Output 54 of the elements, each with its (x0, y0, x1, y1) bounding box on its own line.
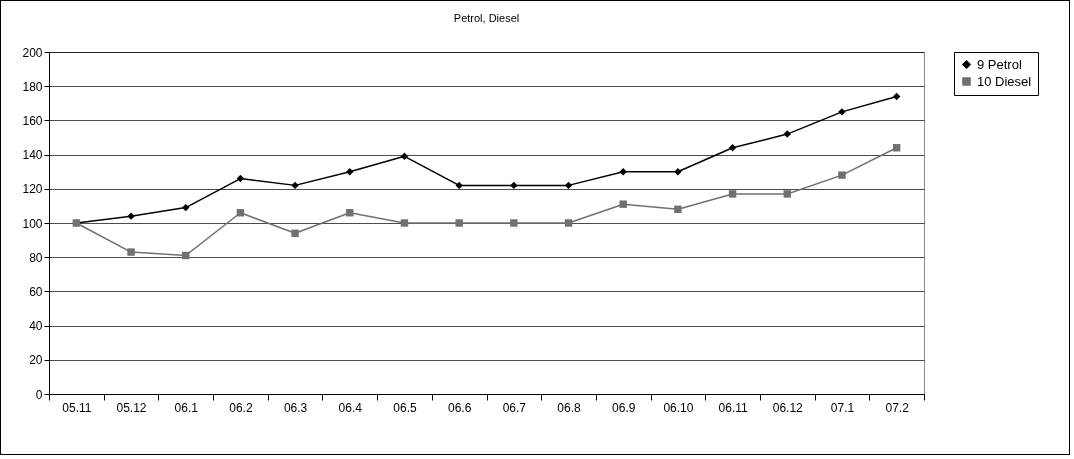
y-tick-label: 0 (35, 387, 43, 402)
y-tick-label: 140 (22, 148, 43, 163)
x-tick-label: 06.11 (718, 400, 748, 415)
x-tick-label: 06.7 (502, 400, 527, 415)
x-tick-label: 06.9 (612, 400, 636, 415)
point (783, 190, 791, 198)
point (619, 200, 627, 208)
y-tick-label: 80 (29, 250, 43, 265)
point (783, 130, 791, 138)
y-tick-label: 120 (22, 182, 43, 197)
y-tick-label: 100 (22, 216, 43, 231)
y-tick-label: 180 (22, 79, 43, 94)
point (674, 205, 682, 214)
point (728, 190, 737, 198)
legend-label: 10 Diesel (977, 73, 1032, 89)
point (619, 167, 627, 176)
x-tick-label: 06.5 (393, 400, 417, 415)
point (236, 174, 245, 183)
y-tick-label: 40 (29, 319, 43, 334)
point (838, 171, 846, 179)
point (564, 181, 573, 190)
x-tick-label: 06.10 (663, 400, 694, 415)
point (674, 167, 682, 176)
x-tick-label: 06.2 (229, 400, 253, 415)
x-tick-label: 06.8 (557, 400, 582, 415)
x-tick-label: 07.1 (830, 400, 855, 415)
x-tick-label: 07.2 (885, 400, 910, 415)
point (400, 219, 409, 227)
x-tick-label: 06.3 (283, 400, 308, 415)
point (400, 152, 409, 161)
x-tick-label: 06.6 (447, 400, 472, 415)
point (510, 219, 518, 227)
point (291, 229, 299, 237)
x-tick-label: 05.12 (116, 400, 147, 415)
y-tick-label: 60 (29, 284, 43, 299)
point (892, 92, 901, 101)
x-tick-label: 06.12 (772, 400, 804, 415)
x-tick-label: 06.1 (174, 400, 199, 415)
y-tick-label: 20 (29, 353, 43, 368)
y-tick-label: 200 (22, 45, 43, 60)
point (455, 219, 463, 227)
point (291, 181, 299, 190)
point (564, 219, 573, 227)
point (510, 181, 518, 190)
x-tick-label: 06.4 (338, 400, 363, 415)
point (127, 248, 135, 256)
point (182, 203, 190, 212)
point (728, 144, 737, 152)
chart-title: Petrol, Diesel (453, 12, 520, 24)
y-tick-label: 160 (22, 113, 43, 128)
x-tick-label: 05.11 (62, 400, 92, 415)
point (455, 181, 463, 190)
legend-label: 9 Petrol (977, 56, 1022, 72)
point (346, 167, 354, 176)
